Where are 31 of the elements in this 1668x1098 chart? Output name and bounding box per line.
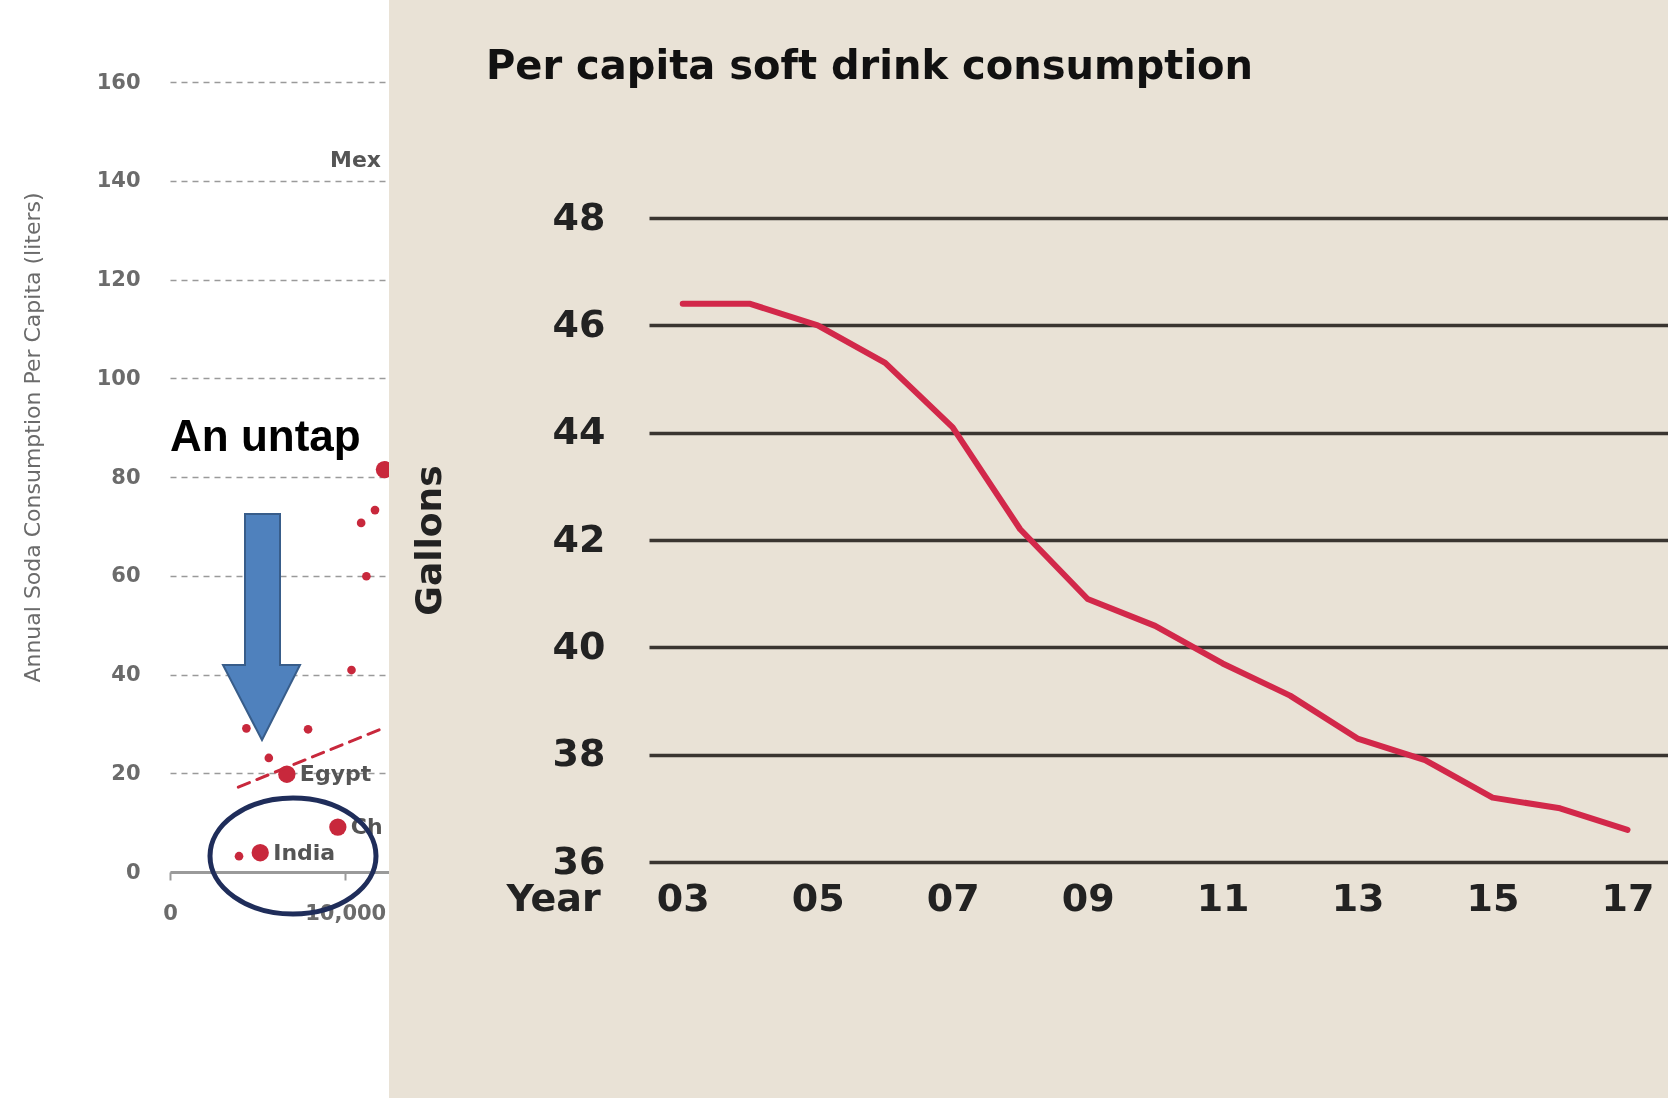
x-tick-label: 13 xyxy=(1331,875,1385,920)
y-tick-label: 46 xyxy=(552,301,606,346)
y-tick-label: 160 xyxy=(96,69,141,94)
y-tick-label: 48 xyxy=(552,194,606,239)
annotation: An untap xyxy=(170,411,361,460)
annotation: Egypt xyxy=(299,761,372,787)
chart-title: Per capita soft drink consumption xyxy=(486,42,1254,88)
y-tick-label: 40 xyxy=(111,662,141,686)
x-tick-label: 09 xyxy=(1061,875,1115,920)
y-tick-label: 0 xyxy=(125,859,141,884)
y-axis-title: Annual Soda Consumption Per Capita (liters) xyxy=(19,192,45,683)
y-tick-label: 42 xyxy=(552,516,606,561)
y-tick-label: 38 xyxy=(552,731,606,776)
x-tick-label: 11 xyxy=(1196,875,1250,920)
y-tick-label: 40 xyxy=(552,623,606,668)
y-tick-label: 80 xyxy=(111,464,141,489)
x-tick-label: 17 xyxy=(1601,875,1655,920)
y-tick-label: 100 xyxy=(96,365,141,390)
x-tick-label: 07 xyxy=(926,875,980,920)
x-tick-label: 03 xyxy=(656,875,710,920)
y-tick-label: 20 xyxy=(111,760,141,785)
annotation: India xyxy=(273,839,336,865)
y-tick-label: 140 xyxy=(96,168,141,193)
y-tick-label: 60 xyxy=(111,563,141,588)
x-tick-label: 0 xyxy=(163,900,178,925)
y-tick-label: 44 xyxy=(552,409,606,454)
x-tick-label: 15 xyxy=(1466,875,1520,920)
annotation: Mex xyxy=(330,147,382,172)
x-tick-label: 05 xyxy=(791,875,845,920)
y-tick-label: 120 xyxy=(96,267,141,291)
y-axis-title: Gallons xyxy=(407,465,449,616)
